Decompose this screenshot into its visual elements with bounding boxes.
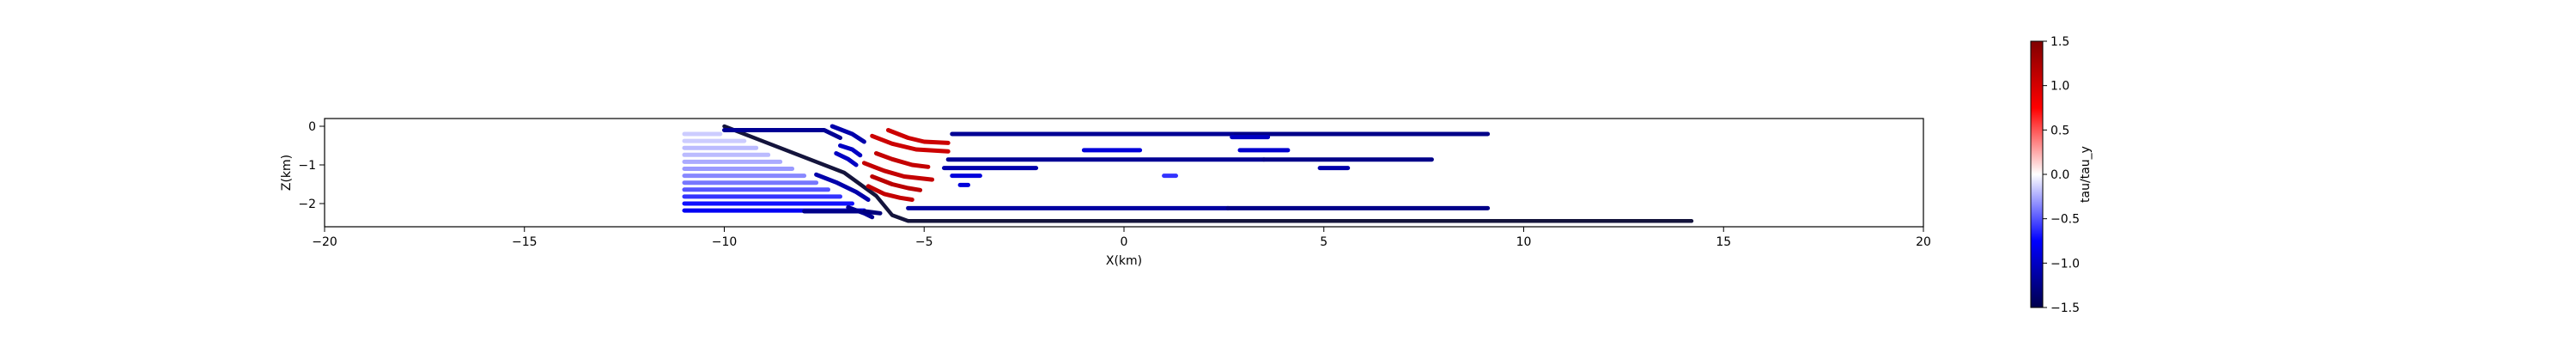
colorbar-tick-label: 0.0	[2050, 168, 2069, 182]
stress-segment-19	[861, 209, 883, 216]
stress-segment-24	[861, 161, 935, 182]
x-tick-label: −15	[512, 235, 538, 249]
x-tick-label: 15	[1716, 235, 1731, 249]
x-tick-label: −5	[915, 235, 933, 249]
stress-segment-15	[838, 143, 863, 158]
stress-segment-25	[870, 174, 923, 192]
colorbar-tick-label: 1.5	[2050, 35, 2069, 49]
stress-segment-23	[873, 151, 931, 169]
x-tick-label: 0	[1121, 235, 1128, 249]
colorbar-tick-label: −1.0	[2050, 257, 2080, 271]
colorbar-tick-label: 1.0	[2050, 80, 2069, 94]
colorbar-tick-label: −0.5	[2050, 213, 2080, 227]
x-tick-label: 20	[1916, 235, 1931, 249]
x-axis-label: X(km)	[1106, 254, 1142, 268]
stress-segment-14	[829, 124, 866, 144]
stress-segment-13	[722, 128, 842, 140]
y-axis-ticks: 0 −1 −2	[298, 120, 325, 211]
colorbar	[2030, 40, 2044, 308]
x-tick-label: −10	[712, 235, 738, 249]
y-tick-label: −2	[298, 198, 316, 211]
data-marks	[682, 124, 1694, 223]
y-axis-label: Z(km)	[280, 155, 294, 191]
stress-segment-26	[866, 184, 914, 202]
y-tick-label: 0	[308, 120, 316, 134]
fault-trace	[722, 124, 1694, 223]
stress-segment-17	[814, 172, 871, 202]
x-tick-label: 10	[1516, 235, 1532, 249]
colorbar-tick-label: 0.5	[2050, 124, 2069, 137]
colorbar-tick-label: −1.5	[2050, 301, 2080, 315]
stress-segment-21	[885, 128, 951, 145]
stress-segment-22	[870, 133, 951, 154]
x-tick-label: 5	[1320, 235, 1327, 249]
y-tick-label: −1	[298, 159, 316, 173]
x-axis-ticks: −20 −15 −10 −5 0 5 10 15 20	[312, 227, 1931, 249]
colorbar-label: tau/tau_y	[2079, 146, 2093, 203]
colorbar-ticks: 1.5 1.0 0.5 0.0 −0.5 −1.0 −1.5	[2043, 35, 2080, 315]
stress-segment-16	[834, 151, 859, 167]
x-tick-label: −20	[312, 235, 337, 249]
